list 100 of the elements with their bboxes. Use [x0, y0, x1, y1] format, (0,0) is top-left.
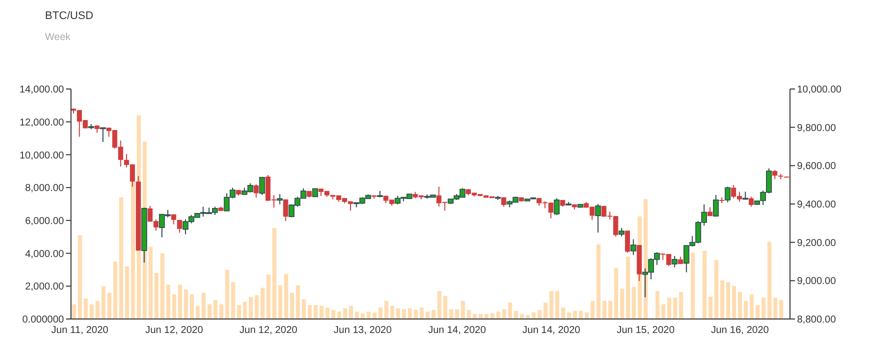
bar: [396, 308, 400, 319]
x-tick-label: Jun 13, 2020: [334, 325, 392, 336]
y2-tick-label: 8,800.00: [797, 314, 836, 326]
candlestick: [554, 198, 560, 216]
bar: [354, 312, 359, 319]
bar: [596, 244, 601, 319]
bar: [320, 306, 324, 319]
bar: [756, 305, 760, 319]
bar: [673, 298, 678, 319]
bar: [237, 305, 242, 319]
x-tick-label: Jun 12, 2020: [240, 325, 298, 336]
bar: [538, 310, 542, 319]
bar: [708, 296, 712, 319]
bar: [272, 228, 276, 319]
candlestick: [254, 184, 259, 198]
bar: [738, 292, 742, 319]
bar: [767, 242, 772, 319]
bar: [372, 312, 377, 319]
candlestick: [712, 194, 719, 218]
bar: [208, 304, 212, 319]
bar: [148, 246, 153, 319]
candlestick: [624, 230, 630, 254]
x-tick-label: Jun 16, 2020: [710, 325, 770, 336]
y-tick-label: 2,000.00: [25, 282, 64, 293]
bar: [408, 308, 412, 319]
bar: [184, 289, 188, 319]
x-tick-label: Jun 14, 2020: [428, 325, 486, 336]
bar: [632, 286, 636, 319]
bar: [543, 302, 548, 319]
candlestick: [259, 176, 265, 196]
bar: [567, 312, 572, 319]
bar: [484, 314, 489, 319]
bar: [101, 286, 106, 319]
y-tick-label: 6,000.00: [25, 216, 64, 227]
bar: [125, 266, 130, 319]
candlestick: [772, 170, 778, 180]
bar: [655, 291, 660, 319]
bar: [154, 273, 159, 319]
bar: [190, 294, 194, 319]
candlestick: [748, 196, 754, 208]
y2-tick-label: 10,000.00: [797, 84, 842, 96]
bar: [78, 235, 82, 319]
y2-tick-label: 9,600.00: [797, 161, 836, 172]
y2-tick-label: 9,200.00: [797, 238, 836, 249]
bar: [549, 291, 554, 319]
chart-subtitle: Week: [45, 32, 70, 43]
candlestick: [283, 198, 288, 222]
bar: [402, 309, 406, 319]
bar: [72, 304, 76, 319]
bar: [432, 310, 436, 319]
bar: [520, 314, 524, 319]
x-tick-label: Jun 11, 2020: [51, 325, 109, 336]
candlestick: [672, 255, 678, 268]
candlestick: [742, 191, 748, 200]
bar: [702, 250, 707, 319]
y2-tick-label: 9,000.00: [797, 276, 836, 288]
bar: [325, 308, 330, 319]
y-tick-label: 10,000.00: [20, 150, 64, 162]
bar: [231, 282, 236, 319]
bar: [107, 292, 112, 319]
bar: [508, 302, 512, 319]
bar: [514, 310, 518, 319]
bar: [590, 300, 595, 319]
y2-tick-label: 9,800.00: [797, 122, 836, 134]
bar: [690, 252, 695, 319]
bar: [762, 298, 766, 319]
y-tick-label: 4,000.00: [25, 248, 64, 260]
y-tick-label: 12,000.00: [20, 117, 64, 128]
x-tick-label: Jun 15, 2020: [616, 325, 675, 336]
x-tick-label: Jun 12, 2020: [145, 325, 204, 336]
candlestick: [595, 204, 601, 234]
bar: [348, 306, 353, 319]
bar: [314, 305, 318, 319]
candlestick: [100, 127, 106, 142]
chart-title: BTC/USD: [45, 10, 94, 22]
bar: [378, 308, 382, 319]
y2-tick-label: 9,400.00: [797, 200, 836, 211]
bar: [296, 285, 300, 319]
y-tick-label: 8,000.00: [25, 183, 64, 194]
bar: [620, 288, 624, 319]
y-tick-label: 14,000.00: [20, 84, 64, 96]
bar: [290, 292, 294, 319]
bar: [626, 256, 630, 319]
bar: [572, 310, 577, 319]
bar: [455, 309, 460, 319]
bar: [266, 274, 270, 319]
bar: [213, 300, 218, 319]
bar: [460, 300, 465, 319]
bar: [602, 300, 606, 319]
bar: [160, 253, 164, 319]
bar: [426, 312, 430, 319]
bar: [679, 292, 684, 319]
x-tick-label: Jun 14, 2020: [522, 325, 581, 336]
candlestick: [724, 186, 731, 203]
bar: [242, 302, 247, 319]
candlestick: [630, 238, 636, 256]
bar: [260, 288, 265, 319]
candlestick: [276, 194, 283, 205]
bar: [343, 308, 348, 319]
candlestick: [177, 219, 182, 234]
